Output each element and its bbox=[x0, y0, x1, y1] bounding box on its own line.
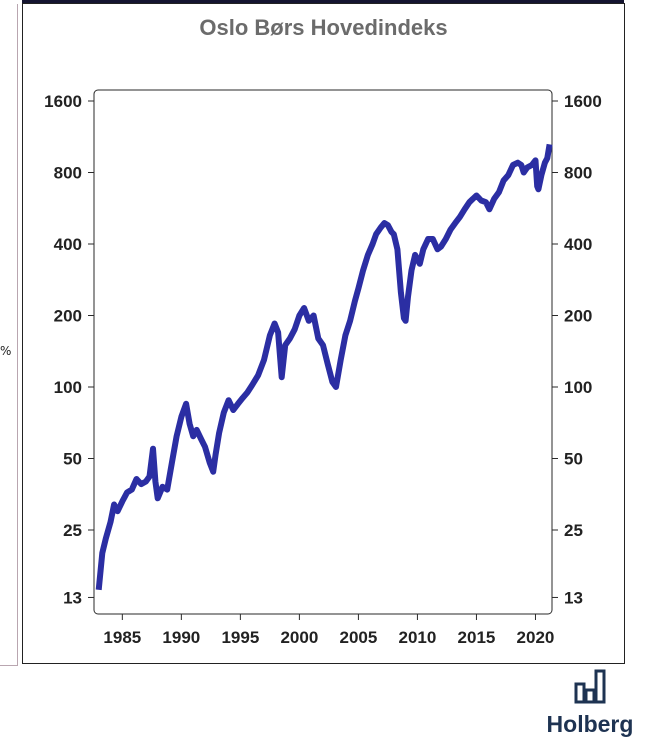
left-panel-edge: % bbox=[0, 4, 18, 666]
y-tick-label-left: 25 bbox=[63, 521, 82, 540]
left-panel-percent-glyph: % bbox=[0, 344, 12, 358]
chart-title: Oslo Børs Hovedindeks bbox=[199, 15, 448, 40]
y-tick-label-left: 50 bbox=[63, 450, 82, 469]
top-dark-bar bbox=[22, 0, 624, 4]
y-tick-label-left: 1600 bbox=[44, 92, 82, 111]
index-series-line bbox=[95, 143, 553, 591]
y-tick-label-left: 400 bbox=[54, 235, 82, 254]
y-tick-label-right: 400 bbox=[564, 235, 592, 254]
x-tick-label: 2015 bbox=[458, 628, 496, 647]
y-tick-label-right: 1600 bbox=[564, 92, 602, 111]
y-tick-label-right: 100 bbox=[564, 378, 592, 397]
y-tick-label-right: 800 bbox=[564, 164, 592, 183]
x-tick-label: 2020 bbox=[517, 628, 555, 647]
y-tick-label-right: 50 bbox=[564, 450, 583, 469]
x-tick-label: 1995 bbox=[221, 628, 259, 647]
y-tick-label-left: 800 bbox=[54, 164, 82, 183]
x-tick-label: 1990 bbox=[162, 628, 200, 647]
holberg-brand: Holberg bbox=[538, 668, 642, 744]
y-tick-label-left: 100 bbox=[54, 378, 82, 397]
y-tick-label-right: 13 bbox=[564, 588, 583, 607]
bar-chart-logo-icon bbox=[574, 669, 606, 704]
y-tick-label-right: 200 bbox=[564, 307, 592, 326]
y-tick-label-left: 13 bbox=[63, 588, 82, 607]
y-tick-label-right: 25 bbox=[564, 521, 583, 540]
y-tick-label-left: 200 bbox=[54, 307, 82, 326]
brand-name: Holberg bbox=[546, 711, 634, 737]
x-tick-label: 2005 bbox=[339, 628, 377, 647]
x-tick-label: 2010 bbox=[399, 628, 437, 647]
x-tick-label: 2000 bbox=[280, 628, 318, 647]
x-tick-label: 1985 bbox=[103, 628, 141, 647]
